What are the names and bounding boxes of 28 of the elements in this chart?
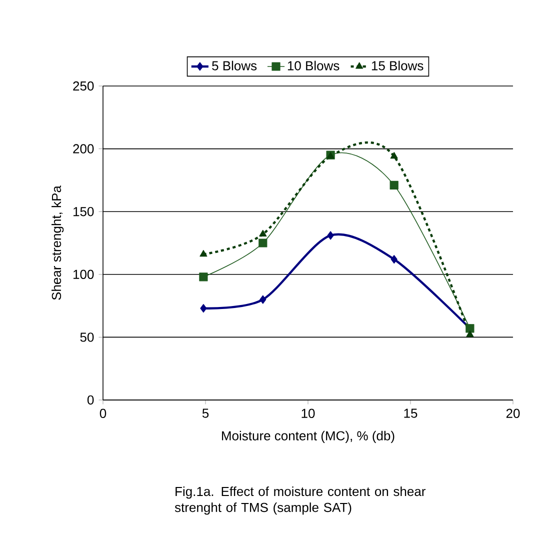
x-tick-label: 10 [302, 408, 315, 418]
legend-label: 5 Blows [212, 60, 257, 70]
point [390, 255, 398, 264]
point [200, 250, 208, 257]
y-tick-label: 150 [74, 206, 94, 216]
point [390, 152, 398, 159]
legend-label: 15 Blows [372, 60, 424, 70]
point [466, 330, 474, 337]
point [327, 231, 334, 240]
x-axis-title: Moisture content (MC), % (db) [222, 430, 394, 443]
point [199, 272, 208, 282]
point [390, 180, 398, 190]
y-tick-label: 0 [87, 395, 94, 405]
x-tick-label: 5 [202, 408, 209, 418]
point [200, 304, 207, 313]
y-axis-title: Shear strenght, kPa [52, 186, 64, 300]
caption: Fig.1a. Effect of moisture content on shear strenght of TMS (sample SAT) [174, 486, 426, 515]
legend-label: 10 Blows [288, 60, 340, 70]
point [260, 295, 266, 304]
x-tick-label: 0 [100, 408, 106, 418]
point [259, 230, 267, 236]
y-tick-label: 100 [74, 270, 94, 279]
x-tick-label: 20 [506, 408, 520, 418]
y-tick-label: 250 [73, 81, 94, 91]
y-tick-label: 200 [73, 144, 94, 154]
x-tick-label: 15 [404, 408, 418, 418]
y-tick-label: 50 [80, 332, 94, 342]
point [258, 238, 268, 248]
